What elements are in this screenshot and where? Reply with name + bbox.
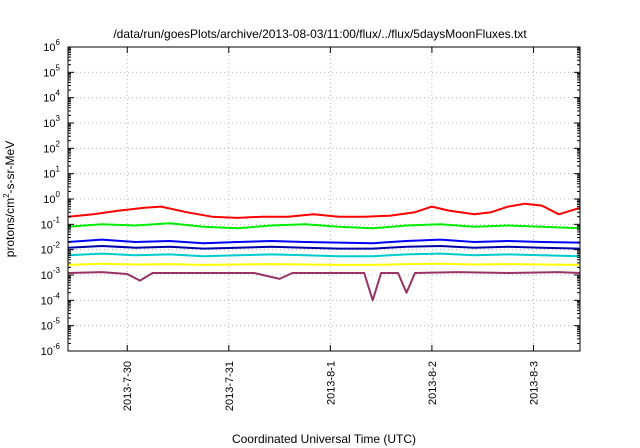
y-tick-label: 10-6 bbox=[41, 342, 61, 358]
y-tick-label: 10-2 bbox=[41, 241, 61, 257]
series-line-2 bbox=[67, 222, 581, 230]
y-tick-label: 10-1 bbox=[41, 215, 61, 231]
x-tick-label: 2013-7-31 bbox=[224, 361, 236, 411]
chart-title: /data/run/goesPlots/archive/2013-08-03/1… bbox=[113, 27, 527, 41]
grid bbox=[68, 47, 580, 351]
x-tick-label: 2013-7-30 bbox=[122, 361, 134, 411]
y-tick-label: 106 bbox=[43, 38, 60, 54]
x-axis-ticks: 2013-7-30 2013-7-31 2013-8-1 2013-8-2 2013-8… bbox=[122, 47, 540, 411]
y-tick-label: 100 bbox=[43, 190, 60, 206]
x-tick-label: 2013-8-2 bbox=[427, 361, 439, 405]
x-tick-label: 2013-8-3 bbox=[528, 361, 540, 405]
series-layer bbox=[67, 202, 581, 302]
y-tick-label: 102 bbox=[43, 139, 60, 155]
series-line-5 bbox=[67, 252, 581, 258]
y-axis-ticks: 10-6 10-5 10-4 10-3 10-2 10-1 100 101 102 103 104 1… bbox=[41, 38, 580, 358]
y-tick-label: 103 bbox=[43, 114, 60, 130]
x-axis-label: Coordinated Universal Time (UTC) bbox=[232, 432, 416, 446]
y-tick-label: 101 bbox=[43, 165, 60, 181]
y-axis-label: protons/cm2-s-sr-MeV bbox=[2, 141, 17, 257]
series-line-6 bbox=[67, 262, 581, 266]
series-line-3 bbox=[67, 238, 581, 245]
y-tick-label: 10-4 bbox=[41, 291, 61, 307]
x-tick-label: 2013-8-1 bbox=[325, 361, 337, 405]
y-tick-label: 10-3 bbox=[41, 266, 61, 282]
y-tick-label: 10-5 bbox=[41, 317, 61, 333]
series-line-1 bbox=[67, 202, 581, 219]
y-tick-label: 105 bbox=[43, 63, 60, 79]
series-line-4 bbox=[67, 245, 581, 250]
y-tick-label: 104 bbox=[43, 89, 60, 105]
plot-frame bbox=[67, 46, 581, 352]
series-line-7 bbox=[67, 271, 581, 302]
